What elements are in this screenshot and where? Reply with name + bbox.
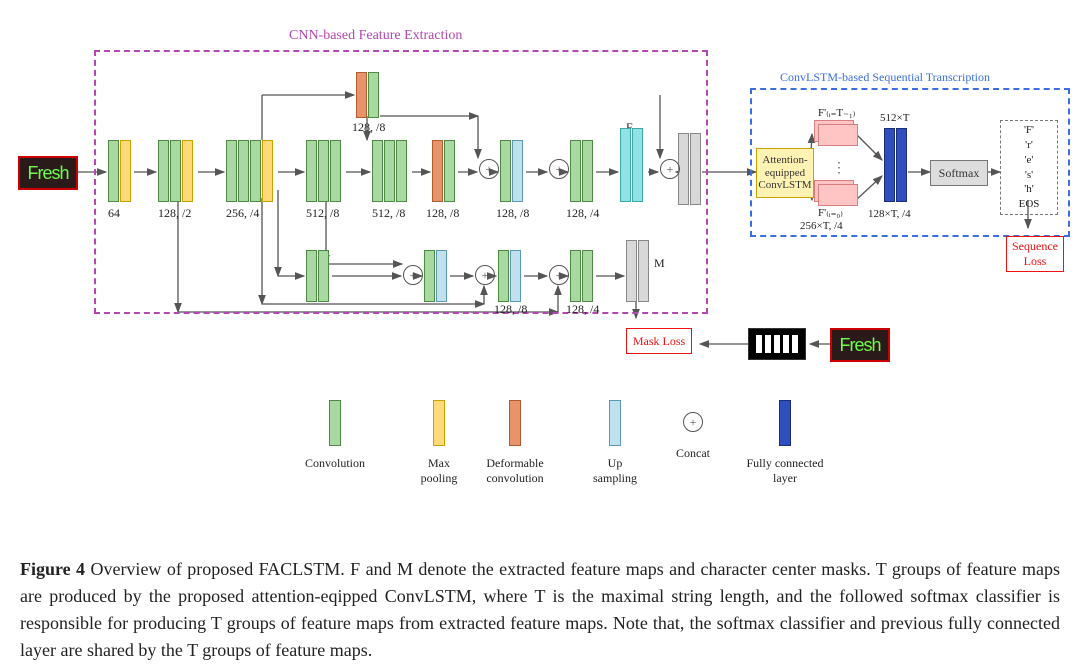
layer-conv [444,140,455,202]
concat-node: + [475,265,495,285]
layer-conv [570,140,581,202]
feature-slice [818,124,858,146]
feature-slice [818,184,858,206]
label-bot-128-8: 128, /8 [494,302,527,317]
legend-item: Deformable convolution [470,400,560,486]
layer-conv [158,140,169,202]
layer-pool [182,140,193,202]
legend-label: Deformable convolution [470,456,560,486]
label-128-8b: 128, /8 [496,206,529,221]
legend-swatch [779,400,791,446]
legend-item: Up sampling [570,400,660,486]
layer-gray [626,240,637,302]
layer-conv [318,140,329,202]
layer-pool [120,140,131,202]
caption-lead: Figure 4 [20,559,85,579]
label-128-2: 128, /2 [158,206,191,221]
label-128-4: 128, /4 [566,206,599,221]
concat-node: + [549,159,569,179]
mask-source-image: Fresh [830,328,890,362]
legend-label: Convolution [290,456,380,471]
layer-conv [582,250,593,302]
concat-node: + [479,159,499,179]
softmax-label: Softmax [939,166,980,181]
layer-conv [570,250,581,302]
layer-conv [238,140,249,202]
figure-caption: Figure 4 Overview of proposed FACLSTM. F… [20,556,1060,664]
label-128-8a: 128, /8 [426,206,459,221]
layer-conv [330,140,341,202]
layer-pool [262,140,273,202]
legend-label: Fully connected layer [740,456,830,486]
layer-conv [500,140,511,202]
layer-cyan [632,128,643,202]
legend-swatch [329,400,341,446]
layer-fc [896,128,907,202]
mask-source-text: Fresh [839,335,880,356]
legend-label: Up sampling [570,456,660,486]
softmax-block: Softmax [930,160,988,186]
label-M: M [654,256,665,271]
layer-up [510,250,521,302]
label-256T: 256×T, /4 [800,220,843,232]
layer-conv [170,140,181,202]
label-Fprime-top: F'₍ᵢ₌T₋₁₎ [818,106,855,119]
concat-node: + [403,265,423,285]
attention-convlstm-block: Attention- equipped ConvLSTM [756,148,814,198]
output-sequence: 'F' 'r' 'e' 's' 'h' EOS [1000,120,1058,215]
caption-body: Overview of proposed FACLSTM. F and M de… [20,559,1060,660]
label-128T: 128×T, /4 [868,208,911,220]
layer-conv [306,250,317,302]
label-512-8b: 512, /8 [372,206,405,221]
mask-loss-box: Mask Loss [626,328,692,354]
concat-node: + [660,159,680,179]
layer-gray [690,133,701,205]
label-512-8a: 512, /8 [306,206,339,221]
layer-conv [306,140,317,202]
legend-item: Convolution [290,400,380,471]
label-Fprime-bot: F'₍ᵢ₌₀₎ [818,206,843,219]
concat-icon: + [683,412,703,432]
legend-item: Fully connected layer [740,400,830,486]
layer-conv [108,140,119,202]
layer-conv [250,140,261,202]
label-bot-128-4: 128, /4 [566,302,599,317]
cnn-title: CNN-based Feature Extraction [289,28,462,44]
legend-swatch [509,400,521,446]
legend-swatch [609,400,621,446]
legend-label: Concat [648,446,738,461]
layer-conv [318,250,329,302]
figure-container: { "titles":{ "cnn":"CNN-based Feature Ex… [0,0,1080,671]
lstm-title: ConvLSTM-based Sequential Transcription [780,70,990,85]
layer-gray [638,240,649,302]
layer-fc [884,128,895,202]
layer-conv [226,140,237,202]
layer-up [512,140,523,202]
layer-conv [498,250,509,302]
concat-node: + [549,265,569,285]
layer-up [436,250,447,302]
layer-cyan [620,128,631,202]
ellipsis: ⋮ [832,160,846,177]
legend-swatch [433,400,445,446]
label-skip-128-8: 128, /8 [352,120,385,135]
layer-conv [582,140,593,202]
legend-item: + Concat [648,400,738,461]
label-64: 64 [108,206,120,221]
layer-conv [424,250,435,302]
layer-deform [356,72,367,118]
layer-conv [384,140,395,202]
label-256-4: 256, /4 [226,206,259,221]
input-image-text: Fresh [27,163,68,184]
layer-conv [396,140,407,202]
input-image: Fresh [18,156,78,190]
mask-loss-label: Mask Loss [633,334,685,349]
layer-conv [368,72,379,118]
layer-conv [372,140,383,202]
mask-gt-image [748,328,806,360]
layer-deform [432,140,443,202]
sequence-loss-box: Sequence Loss [1006,236,1064,272]
label-512T: 512×T [880,112,909,124]
